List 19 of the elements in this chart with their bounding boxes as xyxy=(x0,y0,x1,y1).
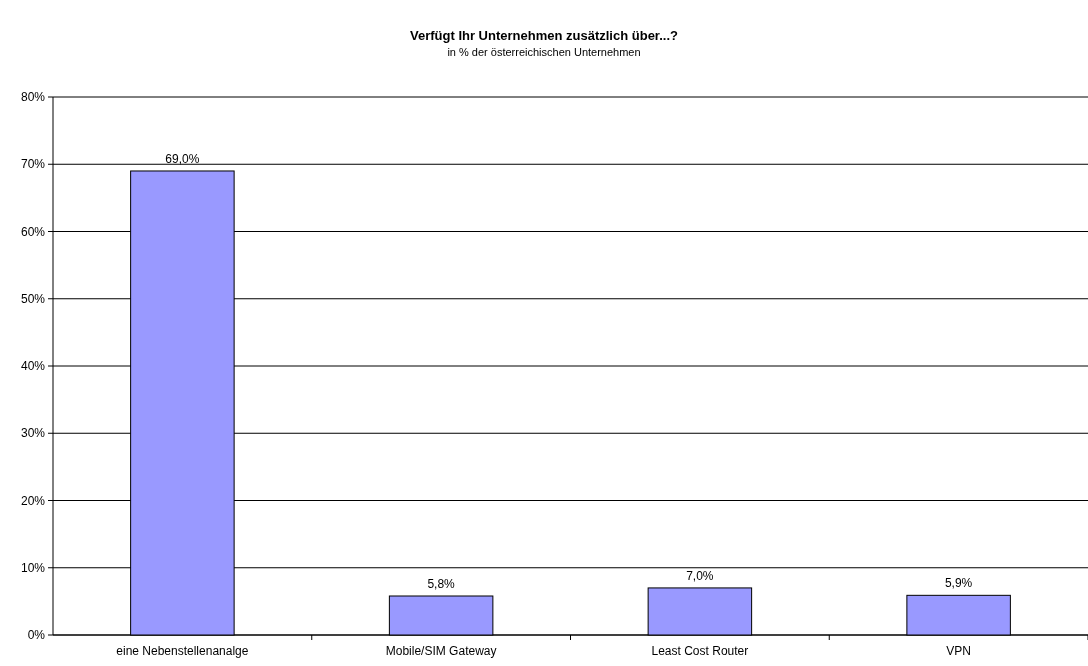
data-label: 7,0% xyxy=(686,568,714,583)
data-label: 5,8% xyxy=(427,576,456,591)
chart-title: Verfügt Ihr Unternehmen zusätzlich über...? xyxy=(410,28,679,43)
y-tick-label: 50% xyxy=(20,291,46,306)
x-tick-label: VPN xyxy=(946,644,971,658)
y-tick-label: 70% xyxy=(20,157,46,172)
y-tick-label: 40% xyxy=(20,359,46,374)
data-label: 69,0% xyxy=(165,151,200,166)
y-tick-label: 80% xyxy=(20,90,46,105)
x-tick-label: eine Nebenstellenanalge xyxy=(116,644,249,658)
data-label: 5,9% xyxy=(944,576,973,591)
x-tick-label: Mobile/SIM Gateway xyxy=(385,644,497,658)
y-tick-label: 0% xyxy=(27,628,46,643)
x-tick-label: Least Cost Router xyxy=(651,644,749,658)
y-tick-label: 10% xyxy=(20,560,46,575)
chart-subtitle: in % der österreichischen Unternehmen xyxy=(447,46,641,58)
y-tick-label: 30% xyxy=(20,426,46,441)
y-tick-label: 20% xyxy=(20,493,46,508)
y-tick-label: 60% xyxy=(20,224,46,239)
